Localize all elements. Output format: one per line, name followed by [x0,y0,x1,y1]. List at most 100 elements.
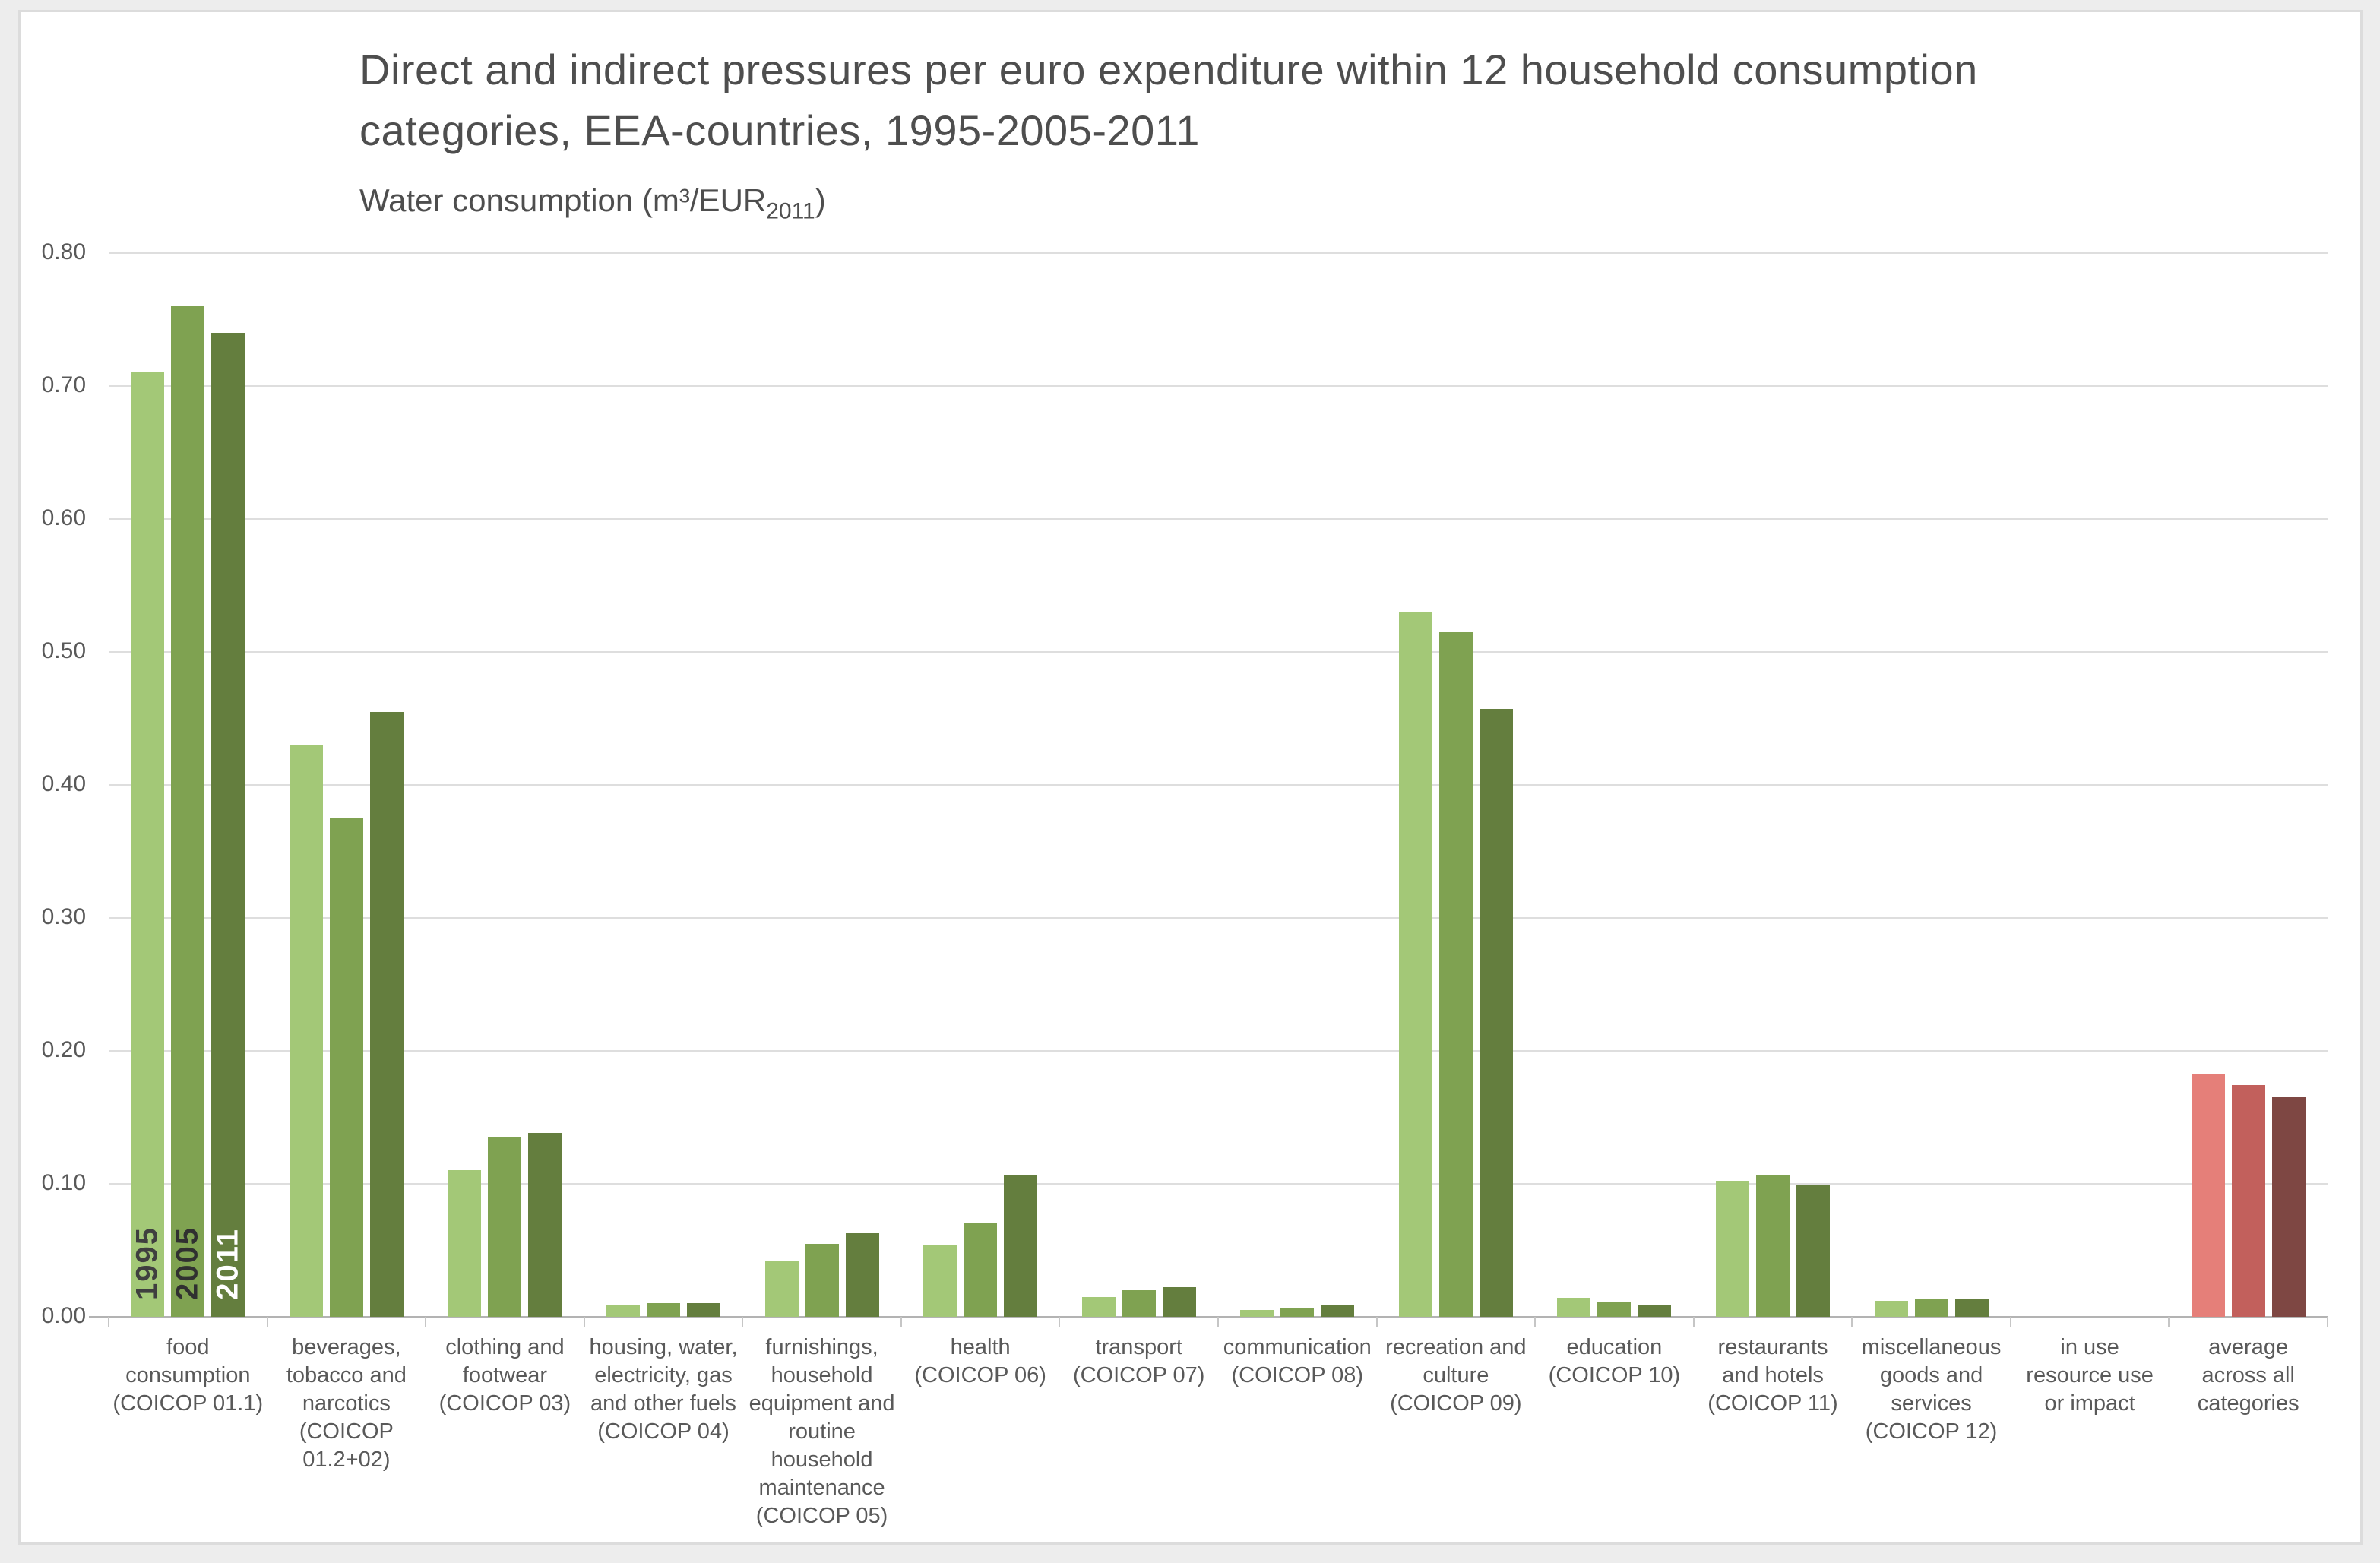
chart-subtitle: Water consumption (m³/EUR2011) [359,182,2183,224]
category-label: in use resource use or impact [2011,1334,2170,1418]
category-label-text: education (COICOP 10) [1548,1335,1681,1387]
bar-year-label: 2005 [170,1226,204,1300]
category-label-text: transport (COICOP 07) [1072,1335,1205,1387]
y-axis-label: 0.00 [41,1303,86,1328]
category-group [1059,253,1218,1317]
category-label-text: restaurants and hotels (COICOP 11) [1707,1335,1838,1416]
chart-title: Direct and indirect pressures per euro e… [359,40,2183,161]
category-label: miscellaneous goods and services (COICOP… [1852,1334,2011,1446]
category-label-text: furnishings, household equipment and rou… [748,1335,895,1528]
bar [1954,1299,1989,1317]
axis-tick [108,1317,109,1327]
y-axis-label: 0.30 [41,904,86,929]
title-block: Direct and indirect pressures per euro e… [359,40,2183,224]
bar [1557,1298,1591,1317]
gridline [109,1050,2328,1052]
bar [1715,1181,1749,1317]
bar [1874,1301,1908,1317]
bar [2231,1085,2265,1317]
bar [964,1223,998,1317]
category-label: education (COICOP 10) [1535,1334,1694,1390]
category-label-text: housing, water, electricity, gas and oth… [589,1335,738,1444]
bar [923,1245,957,1317]
category-label: transport (COICOP 07) [1059,1334,1218,1390]
bar [606,1305,640,1317]
bar [1914,1299,1948,1317]
bar [329,818,363,1317]
bar [1755,1175,1790,1317]
category-label-text: clothing and footwear (COICOP 03) [438,1335,571,1416]
category-label: beverages, tobacco and narcotics (COICOP… [267,1334,426,1474]
axis-tick [900,1317,902,1327]
bar [1638,1305,1672,1317]
bar: 2005 [170,306,205,1317]
bar [448,1170,482,1317]
category-group: 1995 2005 2011 [109,253,267,1317]
bar [289,745,323,1317]
axis-tick [425,1317,427,1327]
bar [1438,632,1473,1317]
x-axis-line [89,1316,2328,1318]
y-axis-label: 0.10 [41,1170,86,1195]
category-label: housing, water, electricity, gas and oth… [584,1334,743,1446]
category-label-text: recreation and culture (COICOP 09) [1385,1335,1527,1416]
category-label-text: food consumption (COICOP 01.1) [112,1335,264,1416]
bar [1321,1305,1355,1317]
y-axis-label: 0.20 [41,1037,86,1062]
category-label: furnishings, household equipment and rou… [742,1334,901,1530]
chart-title-line1: Direct and indirect pressures per euro e… [359,46,1978,93]
subtitle-suffix: ) [815,182,826,218]
bar: 2011 [211,333,245,1317]
category-group [1377,253,1536,1317]
gridline [109,252,2328,254]
category-label-text: communication (COICOP 08) [1223,1335,1372,1387]
bar [845,1233,879,1317]
bar [1081,1297,1116,1317]
gridline [109,1183,2328,1185]
bar-year-label: 1995 [130,1226,164,1300]
category-label-text: in use resource use or impact [2026,1335,2154,1416]
category-label: average across all categories [2169,1334,2328,1418]
category-group [584,253,743,1317]
gridline [109,385,2328,387]
bar [488,1137,522,1317]
axis-tick [1059,1317,1061,1327]
bar [2271,1097,2306,1317]
category-label-text: miscellaneous goods and services (COICOP… [1861,1335,2002,1444]
category-group [1852,253,2011,1317]
chart-title-line2: categories, EEA-countries, 1995-2005-201… [359,106,1200,154]
category-group [1694,253,1853,1317]
category-group [2011,253,2170,1317]
bar [1398,612,1432,1317]
gridline [109,518,2328,520]
plot-area: 0.00 0.10 0.20 0.30 0.40 0.50 0.60 0.70 0.80 1995… [42,239,2328,1328]
axis-tick [266,1317,268,1327]
category-label: restaurants and hotels (COICOP 11) [1694,1334,1853,1418]
bar [1004,1175,1038,1317]
axis-tick [2009,1317,2011,1327]
category-group [2169,253,2328,1317]
bar [646,1303,680,1317]
subtitle-prefix: Water consumption (m³/EUR [359,182,767,218]
axis-tick [1851,1317,1853,1327]
category-group [901,253,1060,1317]
axis-tick [1534,1317,1537,1327]
y-axis-label: 0.40 [41,771,86,796]
axis-tick [2327,1317,2328,1327]
category-label: clothing and footwear (COICOP 03) [426,1334,584,1418]
category-label: communication (COICOP 08) [1218,1334,1377,1390]
gridline [109,784,2328,786]
category-label-text: beverages, tobacco and narcotics (COICOP… [286,1335,407,1472]
chart-frame: Direct and indirect pressures per euro e… [18,10,2363,1545]
category-label: health (COICOP 06) [901,1334,1060,1390]
bar [1597,1302,1632,1317]
category-label: recreation and culture (COICOP 09) [1377,1334,1536,1418]
category-group [1218,253,1377,1317]
bar [805,1244,839,1317]
category-group [742,253,901,1317]
bar: 1995 [130,372,165,1317]
bar [686,1303,720,1317]
y-axis-label: 0.60 [41,505,86,530]
y-axis-label: 0.80 [41,239,86,264]
axis-tick [1217,1317,1219,1327]
